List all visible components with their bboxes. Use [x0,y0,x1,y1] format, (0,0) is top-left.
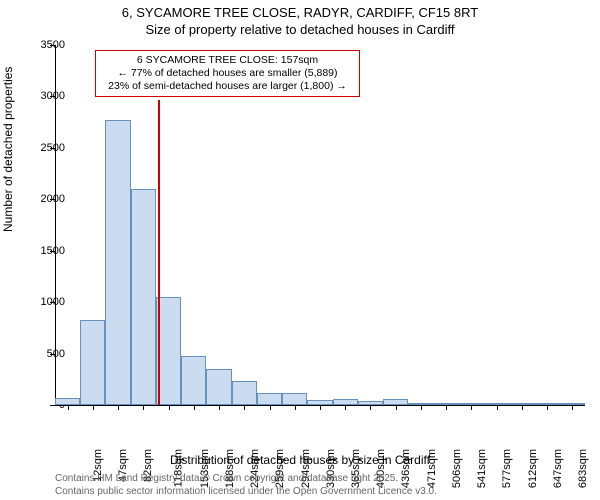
bar [80,320,105,405]
x-axis-label: Distribution of detached houses by size … [0,453,600,467]
bar [131,189,156,405]
annotation-box: 6 SYCAMORE TREE CLOSE: 157sqm ← 77% of d… [95,50,360,97]
bar [105,120,130,405]
chart-title-line1: 6, SYCAMORE TREE CLOSE, RADYR, CARDIFF, … [0,5,600,20]
bar [257,393,282,405]
bar [206,369,231,405]
annotation-line1: 6 SYCAMORE TREE CLOSE: 157sqm [101,54,354,67]
y-axis-label: Number of detached properties [1,67,15,232]
bar [55,398,80,405]
bar [232,381,257,405]
bar [434,403,459,405]
bar [358,401,383,405]
footer-line2: Contains public sector information licen… [55,485,437,498]
bar [484,403,509,405]
footer: Contains HM Land Registry data © Crown c… [55,472,437,498]
bar [333,399,358,405]
histogram-chart: 6, SYCAMORE TREE CLOSE, RADYR, CARDIFF, … [0,0,600,500]
bar [282,393,307,405]
chart-title-line2: Size of property relative to detached ho… [0,22,600,37]
bars-container [55,45,585,405]
bar [408,403,433,405]
bar [560,403,585,405]
bar [459,403,484,405]
annotation-line2: ← 77% of detached houses are smaller (5,… [101,67,354,80]
bar [535,403,560,405]
bar [307,400,332,405]
footer-line1: Contains HM Land Registry data © Crown c… [55,472,437,485]
bar [383,399,408,405]
bar [181,356,206,405]
annotation-line3: 23% of semi-detached houses are larger (… [101,80,354,93]
bar [509,403,534,405]
plot-area [55,45,585,405]
x-axis-line [55,405,585,406]
marker-line [158,100,160,405]
